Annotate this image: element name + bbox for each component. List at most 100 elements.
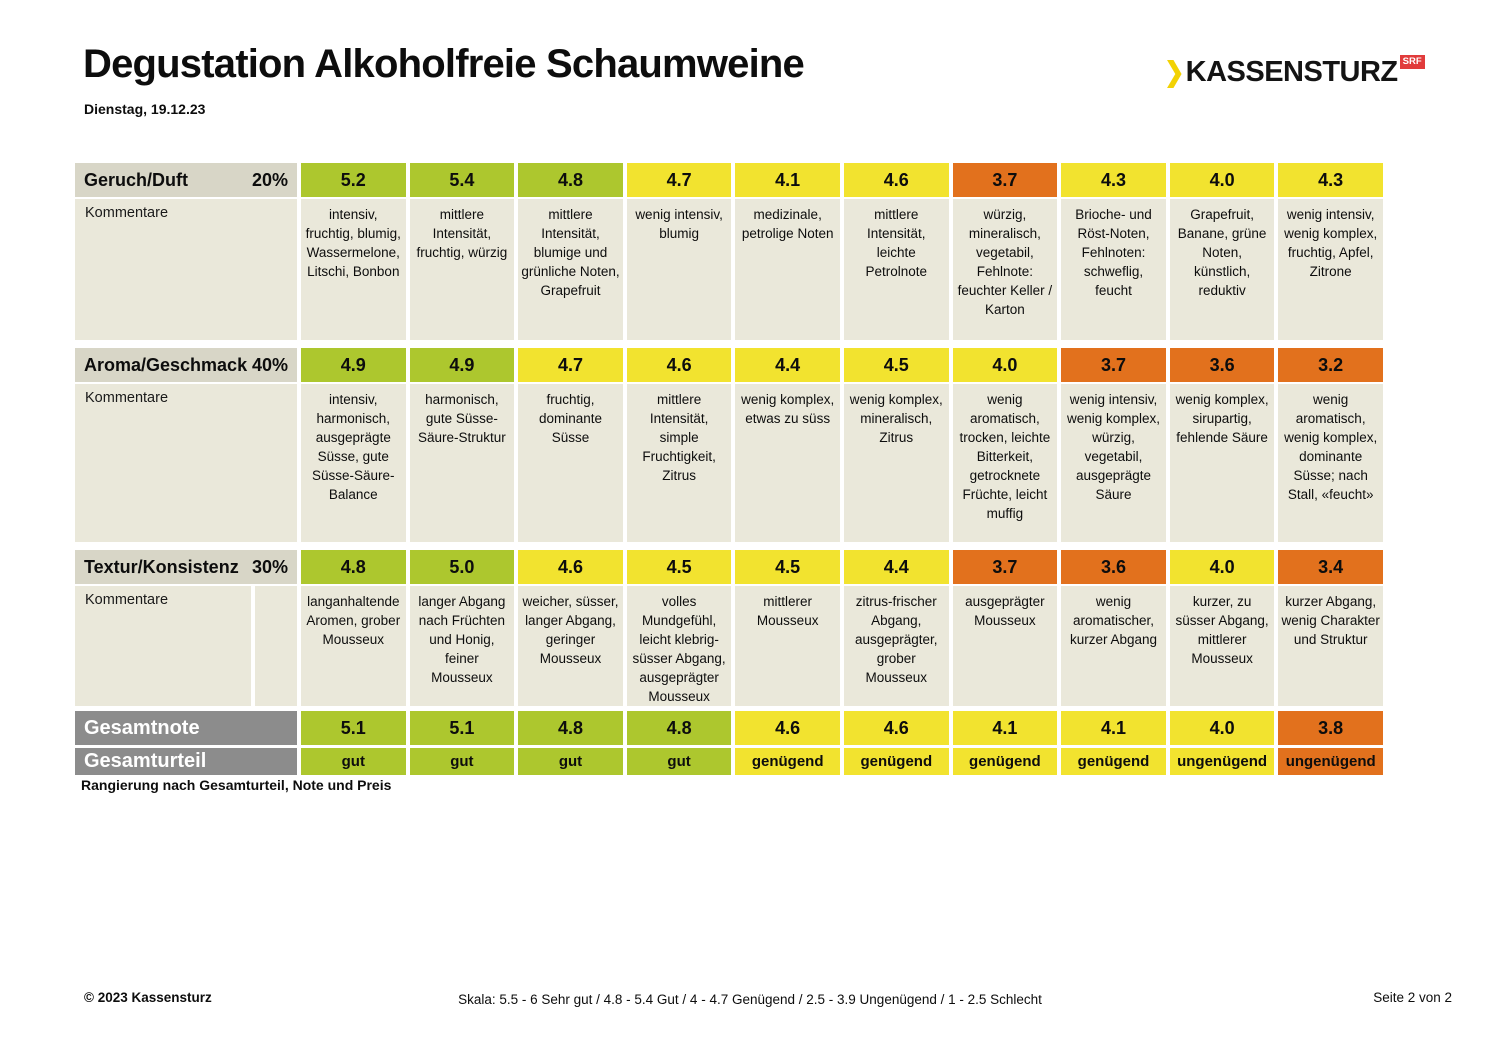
score-cell: 4.5 — [843, 348, 949, 382]
kassensturz-logo: ❯ KASSENSTURZ SRF — [1163, 55, 1425, 88]
comment-cell: harmonisch, gute Süsse-Säure-Struktur — [409, 384, 515, 542]
score-cell: 3.6 — [1061, 550, 1166, 584]
score-cell: 4.3 — [1061, 163, 1166, 197]
section-weight: 40% — [251, 354, 288, 375]
score-cell: 4.8 — [301, 550, 406, 584]
score-cell: 4.4 — [843, 550, 949, 584]
section-header: Aroma/Geschmack 40% — [75, 348, 297, 382]
section-label: Aroma/Geschmack — [84, 354, 248, 375]
gesamturteil-cell: gut — [626, 748, 732, 775]
comment-row: Kommentare intensiv, harmonisch, ausgeprä… — [75, 384, 1383, 542]
gesamtnote-cell: 4.8 — [626, 711, 732, 745]
comment-cell: wenig aromatisch, wenig komplex, dominan… — [1278, 384, 1383, 542]
comment-cell: Grapefruit, Banane, grüne Noten, künstli… — [1169, 199, 1275, 340]
gesamtnote-cell: 4.1 — [1061, 711, 1166, 745]
gesamtnote-cell: 3.8 — [1278, 711, 1383, 745]
comment-cell: fruchtig, dominante Süsse — [518, 384, 623, 542]
comment-cell: mittlere Intensität, leichte Petrolnote — [843, 199, 949, 340]
gesamturteil-cell: ungenügend — [1278, 748, 1383, 775]
comment-cell: wenig komplex, etwas zu süss — [735, 384, 840, 542]
gesamturteil-cell: gut — [301, 748, 406, 775]
score-cell: 4.0 — [1169, 550, 1275, 584]
gesamtnote-cell: 5.1 — [301, 711, 406, 745]
empty-cell — [255, 586, 297, 706]
score-cell: 4.3 — [1278, 163, 1383, 197]
date-label: Dienstag, 19.12.23 — [84, 101, 206, 117]
srf-badge: SRF — [1399, 55, 1425, 69]
gesamtnote-cell: 4.6 — [735, 711, 840, 745]
copyright: © 2023 Kassensturz — [84, 990, 212, 1005]
score-cell: 4.8 — [518, 163, 623, 197]
gesamtnote-cell: 4.0 — [1169, 711, 1275, 745]
comment-cell: langer Abgang nach Früchten und Honig, f… — [409, 586, 515, 706]
score-cell: 4.5 — [626, 550, 732, 584]
comment-row: Kommentare intensiv, fruchtig, blumig, Wa… — [75, 199, 1383, 340]
score-cell: 4.7 — [626, 163, 732, 197]
score-cell: 5.0 — [409, 550, 515, 584]
page-title: Degustation Alkoholfreie Schaumweine — [83, 42, 805, 86]
comment-cell: wenig aromatischer, kurzer Abgang — [1061, 586, 1166, 706]
gesamturteil-cell: ungenügend — [1169, 748, 1275, 775]
section-score-row: Aroma/Geschmack 40% 4.9 4.9 4.7 4.6 4.4 4.5 4.0 3… — [75, 348, 1383, 382]
kommentare-label-cell: Kommentare — [75, 199, 297, 340]
gesamturteil-cell: gut — [518, 748, 623, 775]
section-weight: 20% — [251, 169, 288, 190]
gesamtnote-row: Gesamtnote 5.1 5.1 4.8 4.8 4.6 4.6 4.1 4.1 4.0 3.8 — [75, 711, 1383, 745]
score-cell: 3.7 — [952, 163, 1058, 197]
section-label: Textur/Konsistenz — [84, 556, 239, 577]
comment-cell: wenig intensiv, wenig komplex, würzig, v… — [1061, 384, 1166, 542]
comment-cell: langanhaltende Aromen, grober Mousseux — [301, 586, 406, 706]
kommentare-label-cell: Kommentare — [75, 586, 297, 706]
score-cell: 4.1 — [735, 163, 840, 197]
score-cell: 3.6 — [1169, 348, 1275, 382]
comment-cell: intensiv, fruchtig, blumig, Wassermelone… — [301, 199, 406, 340]
comment-cell: weicher, süsser, langer Abgang, geringer… — [518, 586, 623, 706]
logo-chevron-icon: ❯ — [1164, 57, 1185, 87]
gesamturteil-cell: genügend — [843, 748, 949, 775]
comment-cell: kurzer Abgang, wenig Charakter und Struk… — [1278, 586, 1383, 706]
gesamtnote-cell: 5.1 — [409, 711, 515, 745]
comment-cell: wenig komplex, sirupartig, fehlende Säur… — [1169, 384, 1275, 542]
comment-cell: intensiv, harmonisch, ausgeprägte Süsse,… — [301, 384, 406, 542]
section-header: Textur/Konsistenz 30% — [75, 550, 297, 584]
scale-legend: Skala: 5.5 - 6 Sehr gut / 4.8 - 5.4 Gut … — [458, 992, 1042, 1007]
score-cell: 4.6 — [626, 348, 732, 382]
score-cell: 4.9 — [409, 348, 515, 382]
section-label: Geruch/Duft — [84, 169, 189, 190]
section-score-row: Geruch/Duft 20% 5.2 5.4 4.8 4.7 4.1 4.6 3.7 4.3 4.… — [75, 163, 1383, 197]
gesamtnote-cell: 4.1 — [952, 711, 1058, 745]
comment-cell: kurzer, zu süsser Abgang, mittlerer Mous… — [1169, 586, 1275, 706]
score-cell: 3.7 — [1061, 348, 1166, 382]
score-cell: 4.0 — [1169, 163, 1275, 197]
page-number: Seite 2 von 2 — [1373, 990, 1452, 1005]
comment-cell: mittlerer Mousseux — [735, 586, 840, 706]
score-cell: 5.4 — [409, 163, 515, 197]
score-cell: 4.6 — [518, 550, 623, 584]
gesamtnote-cell: 4.6 — [843, 711, 949, 745]
kommentare-label: Kommentare — [75, 586, 251, 706]
comment-cell: wenig komplex, mineralisch, Zitrus — [843, 384, 949, 542]
ranking-note: Rangierung nach Gesamturteil, Note und P… — [81, 777, 392, 793]
comment-cell: zitrus-frischer Abgang, ausgeprägter, gr… — [843, 586, 949, 706]
comment-cell: ausgeprägter Mousseux — [952, 586, 1058, 706]
comment-cell: würzig, mineralisch, vegetabil, Fehlnote… — [952, 199, 1058, 340]
comment-cell: wenig aromatisch, trocken, leichte Bitte… — [952, 384, 1058, 542]
section-score-row: Textur/Konsistenz 30% 4.8 5.0 4.6 4.5 4.5 4.4 3.… — [75, 550, 1383, 584]
score-cell: 4.7 — [518, 348, 623, 382]
score-cell: 4.9 — [301, 348, 406, 382]
gesamturteil-label: Gesamturteil — [75, 748, 297, 775]
gesamturteil-cell: genügend — [952, 748, 1058, 775]
score-cell: 4.0 — [952, 348, 1058, 382]
gesamturteil-cell: gut — [409, 748, 515, 775]
comment-cell: mittlere Intensität, fruchtig, würzig — [409, 199, 515, 340]
section-weight: 30% — [251, 556, 288, 577]
kommentare-label: Kommentare — [75, 199, 297, 340]
comment-cell: medizinale, petrolige Noten — [735, 199, 840, 340]
comment-cell: wenig intensiv, blumig — [626, 199, 732, 340]
gesamturteil-row: Gesamturteil gut gut gut gut genügend genügend… — [75, 748, 1383, 775]
kommentare-label-cell: Kommentare — [75, 384, 297, 542]
comment-cell: volles Mundgefühl, leicht klebrig-süsser… — [626, 586, 732, 706]
score-cell: 3.7 — [952, 550, 1058, 584]
gesamtnote-label: Gesamtnote — [75, 711, 297, 745]
